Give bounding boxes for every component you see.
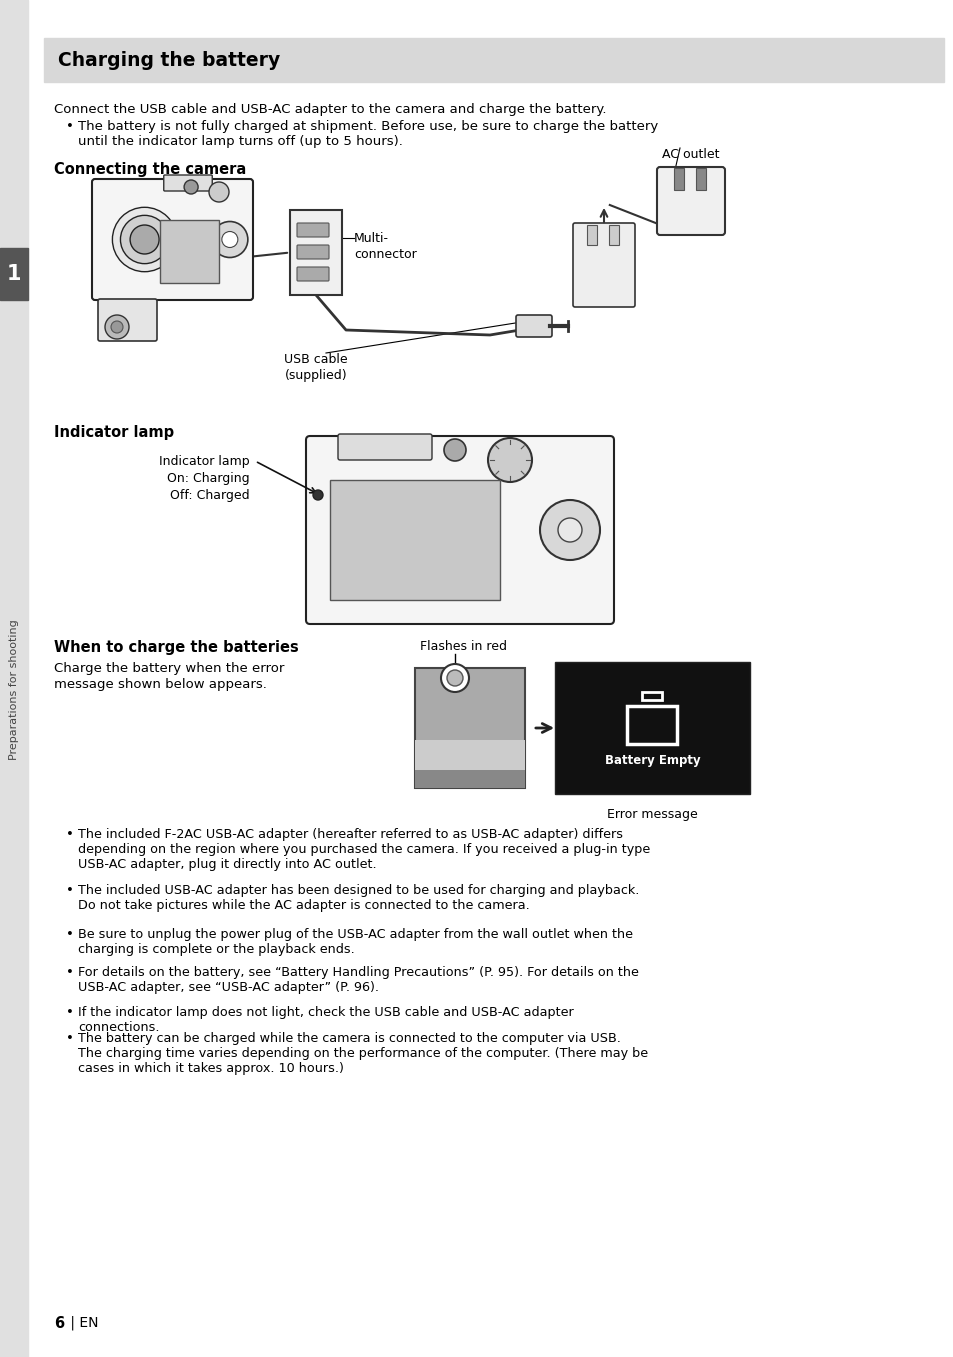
Text: The charging time varies depending on the performance of the computer. (There ma: The charging time varies depending on th… [78,1048,647,1060]
Circle shape [539,499,599,560]
Bar [44,38,943,81]
Text: USB cable
(supplied): USB cable (supplied) [284,353,348,383]
Circle shape [222,232,237,247]
FancyBboxPatch shape [573,223,635,307]
Bar [415,668,524,788]
Bar [415,740,524,788]
Text: •: • [66,119,73,133]
Bar [555,662,749,794]
Text: Do not take pictures while the AC adapter is connected to the camera.: Do not take pictures while the AC adapte… [78,898,529,912]
Text: Be sure to unplug the power plug of the USB-AC adapter from the wall outlet when: Be sure to unplug the power plug of the … [78,928,633,940]
Text: •: • [66,966,73,978]
Text: Indicator lamp: Indicator lamp [54,425,174,440]
Text: Charge the battery when the error: Charge the battery when the error [54,662,284,674]
Text: until the indicator lamp turns off (up to 5 hours).: until the indicator lamp turns off (up t… [78,134,402,148]
Bar [627,706,677,744]
Circle shape [212,221,248,258]
FancyBboxPatch shape [98,299,157,341]
Circle shape [558,518,581,541]
FancyBboxPatch shape [296,246,329,259]
Text: AC outlet: AC outlet [661,148,719,161]
Text: The included USB-AC adapter has been designed to be used for charging and playba: The included USB-AC adapter has been des… [78,883,639,897]
Text: cases in which it takes approx. 10 hours.): cases in which it takes approx. 10 hours… [78,1063,343,1075]
Circle shape [112,208,176,271]
FancyBboxPatch shape [306,436,614,624]
Circle shape [440,664,469,692]
Text: The battery is not fully charged at shipment. Before use, be sure to charge the : The battery is not fully charged at ship… [78,119,658,133]
Text: •: • [66,1033,73,1045]
Text: 6: 6 [54,1316,64,1331]
FancyBboxPatch shape [296,267,329,281]
Text: Indicator lamp
On: Charging
Off: Charged: Indicator lamp On: Charging Off: Charged [159,455,250,502]
Text: •: • [66,1006,73,1019]
Circle shape [105,315,129,339]
Text: | EN: | EN [66,1316,98,1330]
Bar [673,168,683,190]
Text: Connecting the camera: Connecting the camera [54,161,246,176]
Bar [415,769,524,788]
FancyBboxPatch shape [337,434,432,460]
Text: •: • [66,828,73,841]
Bar [641,692,661,700]
Text: •: • [66,883,73,897]
Text: If the indicator lamp does not light, check the USB cable and USB-AC adapter: If the indicator lamp does not light, ch… [78,1006,573,1019]
Text: When to charge the batteries: When to charge the batteries [54,641,298,655]
FancyBboxPatch shape [91,179,253,300]
Circle shape [111,322,123,332]
Text: Charging the battery: Charging the battery [58,52,280,71]
Bar [696,168,705,190]
Bar [330,480,499,600]
Text: Preparations for shooting: Preparations for shooting [9,620,19,760]
Bar [160,220,219,284]
Text: •: • [66,928,73,940]
Text: For details on the battery, see “Battery Handling Precautions” (P. 95). For deta: For details on the battery, see “Battery… [78,966,639,978]
Circle shape [120,216,169,263]
Circle shape [130,225,159,254]
FancyBboxPatch shape [164,175,212,191]
Bar [0,0,28,1357]
Circle shape [313,490,323,499]
FancyBboxPatch shape [296,223,329,237]
FancyBboxPatch shape [516,315,552,337]
Text: depending on the region where you purchased the camera. If you received a plug-i: depending on the region where you purcha… [78,843,650,856]
Text: Error message: Error message [606,807,698,821]
FancyBboxPatch shape [657,167,724,235]
Text: USB-AC adapter, plug it directly into AC outlet.: USB-AC adapter, plug it directly into AC… [78,858,376,871]
Bar [290,210,341,294]
Circle shape [488,438,532,482]
Bar [0,248,28,300]
Text: Multi-
connector: Multi- connector [354,232,416,261]
Bar [586,225,597,246]
Circle shape [443,440,465,461]
Text: Battery Empty: Battery Empty [604,754,700,767]
Circle shape [447,670,462,687]
Circle shape [209,182,229,202]
Bar [608,225,618,246]
Text: USB-AC adapter, see “USB-AC adapter” (P. 96).: USB-AC adapter, see “USB-AC adapter” (P.… [78,981,378,993]
Circle shape [184,180,198,194]
Text: charging is complete or the playback ends.: charging is complete or the playback end… [78,943,355,955]
Text: Connect the USB cable and USB-AC adapter to the camera and charge the battery.: Connect the USB cable and USB-AC adapter… [54,103,606,115]
Text: connections.: connections. [78,1020,159,1034]
Text: Flashes in red: Flashes in red [419,641,506,653]
Text: 1: 1 [7,265,21,284]
Text: The included F-2AC USB-AC adapter (hereafter referred to as USB-AC adapter) diff: The included F-2AC USB-AC adapter (herea… [78,828,622,841]
Text: The battery can be charged while the camera is connected to the computer via USB: The battery can be charged while the cam… [78,1033,620,1045]
Text: message shown below appears.: message shown below appears. [54,678,267,691]
